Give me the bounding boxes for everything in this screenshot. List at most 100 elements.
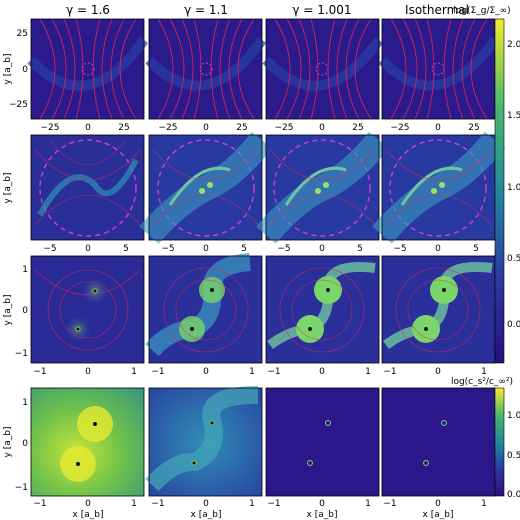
panel-r4c3 [265,387,380,497]
colorbar-bottom-label: log(c_s²/c_∞²) [451,377,513,387]
r1c1-xtick-2: 0 [85,123,91,133]
row1-ytick-2: 0 [22,65,28,75]
r4c3-xtick-1: −1 [267,499,280,509]
r2c4-xtick-3: 5 [473,244,479,254]
row-4: y [a_b] 1 0 −1 −1 0 1 −1 0 1 −1 0 1 −1 0… [3,386,496,520]
colorbar-bottom: 0.0 0.5 1.0 [494,387,520,500]
r4c4-xlabel: x [a_b] [423,510,454,520]
panel-r1c1 [27,18,149,120]
r2c1-xtick-3: 5 [123,244,129,254]
row1-ylabel: y [a_b] [3,54,13,85]
row1-xticks: −25 0 25 −25 0 25 −25 0 25 −25 0 25 [41,123,480,133]
col-title-4: Isothermal [405,3,469,17]
r3c2-xtick-2: 0 [203,367,209,377]
row3-ytick-1: 1 [22,265,28,275]
r3c1-xtick-2: 0 [85,367,91,377]
r2c1-xtick-1: −5 [43,244,56,254]
r4c4-xtick-2: 0 [435,499,441,509]
cb-bot-tick-2: 0.5 [507,451,520,461]
r2c4-xtick-2: 0 [435,244,441,254]
r4c1-xtick-3: 1 [131,499,137,509]
row-2: y [a_b] −5 0 5 −5 0 5 −5 0 5 −5 0 5 [3,131,506,254]
col-title-3: γ = 1.001 [292,3,351,17]
panel-r3c3 [265,255,380,364]
row2-xticks: −5 0 5 −5 0 5 −5 0 5 −5 0 5 [43,244,479,254]
r1c2-xtick-1: −25 [159,123,178,133]
r1c4-xtick-1: −25 [391,123,410,133]
r3c4-xtick-1: −1 [383,367,396,377]
r3c1-xtick-3: 1 [131,367,137,377]
cb-top-tick-1: 0.0 [507,320,520,330]
panel-r1c4 [378,18,500,120]
cb-top-tick-2: 0.5 [507,254,520,264]
cb-top-tick-5: 2.0 [507,40,520,50]
r1c3-xtick-3: 25 [352,123,363,133]
colorbar-top-label: log(Σ_g/Σ_∞) [453,6,510,16]
row3-ytick-3: −1 [15,349,28,359]
row4-xticks: −1 0 1 −1 0 1 −1 0 1 −1 0 1 [33,499,487,509]
panel-r2c4 [372,131,506,244]
row3-xticks: −1 0 1 −1 0 1 −1 0 1 −1 0 1 [33,367,487,377]
r1c1-xtick-3: 25 [118,123,129,133]
panel-r3c1 [30,255,145,364]
r4c2-xlabel: x [a_b] [191,510,222,520]
r2c3-xtick-3: 5 [357,244,363,254]
cb-top-tick-3: 1.0 [507,183,520,193]
r4c2-xtick-1: −1 [151,499,164,509]
r3c2-xtick-3: 1 [249,367,255,377]
r3c3-xtick-1: −1 [267,367,280,377]
r1c1-xtick-1: −25 [41,123,60,133]
r3c4-xtick-3: 1 [481,367,487,377]
r4c3-xlabel: x [a_b] [307,510,338,520]
row-1: y [a_b] 25 0 −25 −25 0 25 −25 0 25 −25 0… [3,18,500,133]
r2c2-xtick-1: −5 [161,244,174,254]
r4c3-xtick-2: 0 [319,499,325,509]
panel-r4c1 [30,387,145,497]
r2c4-xtick-1: −5 [393,244,406,254]
panel-r2c1 [30,134,145,241]
row3-ylabel: y [a_b] [3,295,13,326]
col-title-2: γ = 1.1 [184,3,228,17]
row3-ytick-2: 0 [22,306,28,316]
r4c4-xtick-3: 1 [481,499,487,509]
panel-r2c3 [256,131,390,244]
panel-r3c2 [145,253,263,364]
panel-r3c4 [381,255,496,364]
r4c2-xtick-2: 0 [203,499,209,509]
cb-top-tick-4: 1.5 [507,111,520,121]
r3c4-xtick-2: 0 [435,367,441,377]
row1-ytick-3: −25 [9,100,28,110]
r1c2-xtick-3: 25 [236,123,247,133]
r3c1-xtick-1: −1 [33,367,46,377]
r4c1-xlabel: x [a_b] [73,510,104,520]
cb-bot-tick-3: 1.0 [507,411,520,421]
panel-r2c2 [139,131,273,244]
row4-ylabel: y [a_b] [3,427,13,458]
r3c2-xtick-1: −1 [151,367,164,377]
panel-r4c2 [145,386,263,497]
row4-xlabels: x [a_b] x [a_b] x [a_b] x [a_b] [73,510,454,520]
r3c3-xtick-3: 1 [365,367,371,377]
row4-ytick-2: 0 [22,439,28,449]
column-titles: γ = 1.6 γ = 1.1 γ = 1.001 Isothermal [66,3,469,17]
r1c4-xtick-3: 25 [468,123,479,133]
r2c2-xtick-2: 0 [203,244,209,254]
r4c1-xtick-1: −1 [33,499,46,509]
r1c4-xtick-2: 0 [435,123,441,133]
r4c2-xtick-3: 1 [249,499,255,509]
r2c3-xtick-1: −5 [277,244,290,254]
r1c2-xtick-2: 0 [203,123,209,133]
panel-r4c4 [381,387,496,497]
r2c2-xtick-3: 5 [241,244,247,254]
panel-r1c3 [262,18,384,120]
r2c1-xtick-2: 0 [85,244,91,254]
panel-r1c2 [145,18,267,120]
row4-ytick-1: 1 [22,398,28,408]
r4c1-xtick-2: 0 [85,499,91,509]
row1-ytick-1: 25 [17,29,28,39]
r3c3-xtick-2: 0 [319,367,325,377]
r4c4-xtick-1: −1 [383,499,396,509]
row-3: y [a_b] 1 0 −1 −1 0 1 −1 0 1 −1 0 1 −1 0… [3,253,496,377]
col-title-1: γ = 1.6 [66,3,110,17]
